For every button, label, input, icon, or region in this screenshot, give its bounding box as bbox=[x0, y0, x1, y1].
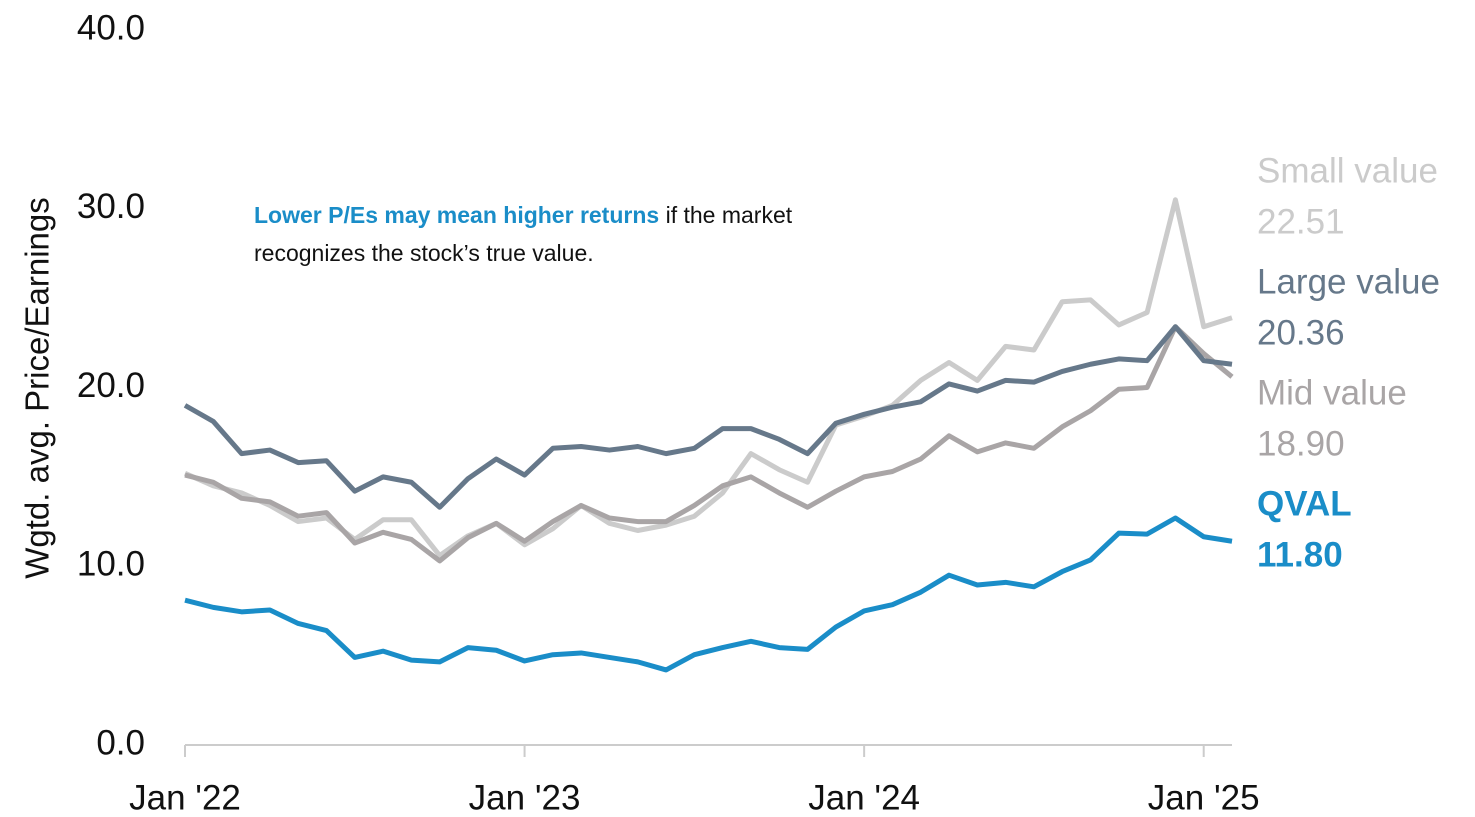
legend-name: Small value bbox=[1257, 151, 1438, 190]
series-line bbox=[184, 324, 1234, 564]
x-tick-label: Jan '24 bbox=[808, 778, 920, 817]
y-tick-label: 20.0 bbox=[77, 366, 145, 405]
legend-name: Large value bbox=[1257, 262, 1440, 301]
annotation-text: if the market bbox=[659, 202, 793, 228]
series-line bbox=[184, 515, 1233, 673]
legend-name: Mid value bbox=[1257, 373, 1407, 412]
legend-value: 18.90 bbox=[1257, 424, 1345, 463]
legend-value: 22.51 bbox=[1257, 202, 1345, 241]
y-tick-label: 40.0 bbox=[77, 8, 145, 47]
x-tick-label: Jan '25 bbox=[1148, 778, 1260, 817]
y-tick-label: 30.0 bbox=[77, 187, 145, 226]
series-line bbox=[183, 324, 1233, 510]
y-tick-label: 0.0 bbox=[96, 723, 145, 762]
annotation-highlight: Lower P/Es may mean higher returns bbox=[254, 202, 659, 228]
legend-value: 20.36 bbox=[1257, 313, 1345, 352]
x-tick-label: Jan '23 bbox=[469, 778, 581, 817]
annotation: Lower P/Es may mean higher returns if th… bbox=[254, 202, 793, 266]
x-tick-label: Jan '22 bbox=[129, 778, 241, 817]
y-tick-label: 10.0 bbox=[77, 545, 145, 584]
legend-value: 11.80 bbox=[1257, 535, 1343, 574]
annotation-text: recognizes the stock’s true value. bbox=[254, 240, 594, 266]
y-axis-label: Wgtd. avg. Price/Earnings bbox=[19, 197, 56, 579]
series-line bbox=[183, 197, 1233, 559]
legend-name: QVAL bbox=[1257, 484, 1352, 523]
